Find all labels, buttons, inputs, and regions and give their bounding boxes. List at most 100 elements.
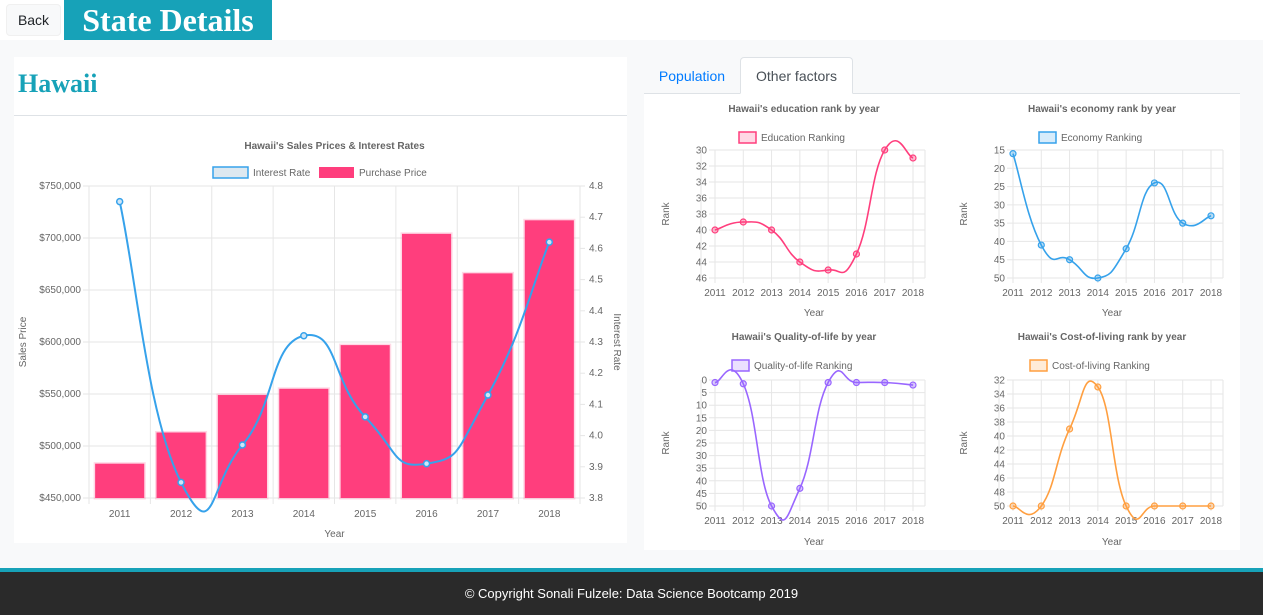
y-axis-label: Rank <box>959 201 970 225</box>
x-tick-label: 2011 <box>1002 288 1024 299</box>
x-axis-label: Year <box>1102 308 1123 319</box>
y-tick-label: $750,000 <box>39 181 81 192</box>
data-point <box>739 218 747 226</box>
legend-label: Education Ranking <box>761 133 845 144</box>
top-bar: Back State Details <box>0 0 1263 40</box>
tab-bar: Population Other factors <box>644 57 1240 94</box>
x-tick-label: 2011 <box>704 288 726 299</box>
y2-tick-label: 3.9 <box>589 462 603 473</box>
bar <box>461 271 514 500</box>
data-point <box>422 459 431 468</box>
y-tick-label: 40 <box>696 226 708 237</box>
y-tick-label: 40 <box>994 432 1006 443</box>
legend-swatch-interest <box>212 166 249 179</box>
y2-tick-label: 4.3 <box>589 337 603 348</box>
data-point <box>881 146 889 154</box>
chart-title: Hawaii's economy rank by year <box>1028 104 1176 115</box>
legend-label: Quality-of-life Ranking <box>754 361 852 372</box>
x-tick-label: 2013 <box>1058 516 1081 527</box>
bar <box>339 343 392 500</box>
data-point <box>1179 219 1187 227</box>
data-point <box>1150 502 1159 510</box>
data-point <box>545 238 554 246</box>
y-tick-label: $650,000 <box>39 285 81 296</box>
x-axis-label: Year <box>1102 537 1123 548</box>
x-tick-label: 2018 <box>538 509 561 520</box>
y-tick-label: 42 <box>994 446 1006 457</box>
data-point <box>909 154 917 162</box>
data-point <box>1122 502 1130 510</box>
x-axis-label: Year <box>324 529 345 540</box>
y-tick-label: 46 <box>696 274 708 285</box>
x-tick-label: 2014 <box>789 516 812 527</box>
data-point <box>1094 274 1102 282</box>
y-tick-label: $550,000 <box>39 389 81 400</box>
x-tick-label: 2013 <box>1058 288 1081 299</box>
y-tick-label: 32 <box>994 376 1006 387</box>
bar <box>523 218 576 500</box>
x-axis-label: Year <box>804 308 825 319</box>
y-tick-label: 48 <box>994 488 1006 499</box>
y-tick-label: 38 <box>994 418 1006 429</box>
y-tick-label: 15 <box>696 413 708 424</box>
x-tick-label: 2018 <box>1200 516 1223 527</box>
y-axis-label: Rank <box>661 430 672 454</box>
y2-tick-label: 4.8 <box>589 181 603 192</box>
x-tick-label: 2018 <box>902 516 925 527</box>
data-point <box>1179 502 1187 510</box>
data-point <box>300 332 308 340</box>
data-point <box>484 391 492 399</box>
bar <box>93 462 146 500</box>
data-point <box>796 484 804 492</box>
y-tick-label: 15 <box>994 146 1006 157</box>
y-tick-label: 30 <box>696 451 708 462</box>
data-point <box>1037 241 1045 249</box>
data-point <box>1207 212 1215 220</box>
y2-tick-label: 4.0 <box>589 431 603 442</box>
y-tick-label: $450,000 <box>39 493 81 504</box>
factors-panel: Population Other factors <box>644 57 1240 550</box>
data-point <box>1009 150 1017 158</box>
data-point <box>238 441 247 449</box>
y-tick-label: 50 <box>696 502 708 513</box>
legend-swatch <box>731 359 750 372</box>
data-point <box>1065 256 1074 264</box>
y2-tick-label: 4.5 <box>589 275 603 286</box>
x-tick-label: 2012 <box>732 516 755 527</box>
y-axis-label: Sales Price <box>18 316 29 367</box>
data-point <box>767 226 776 234</box>
y-tick-label: 38 <box>696 210 708 221</box>
back-button[interactable]: Back <box>6 4 61 36</box>
x-tick-label: 2012 <box>1030 516 1053 527</box>
chart-title: Hawaii's Quality-of-life by year <box>732 332 877 343</box>
bar <box>155 430 208 500</box>
y-tick-label: 50 <box>994 274 1006 285</box>
legend-label-interest: Interest Rate <box>253 168 311 179</box>
x-tick-label: 2015 <box>817 288 840 299</box>
data-point <box>824 266 832 274</box>
legend-label: Economy Ranking <box>1061 133 1142 144</box>
y-tick-label: $500,000 <box>39 441 81 452</box>
y-tick-label: 35 <box>696 464 708 475</box>
legend-label: Cost-of-living Ranking <box>1052 361 1150 372</box>
x-tick-label: 2015 <box>1115 288 1138 299</box>
y-tick-label: 40 <box>994 237 1006 248</box>
x-tick-label: 2016 <box>1143 288 1166 299</box>
tab-population[interactable]: Population <box>658 67 726 84</box>
x-tick-label: 2017 <box>1172 288 1195 299</box>
data-point <box>739 380 747 388</box>
x-tick-label: 2012 <box>1030 288 1053 299</box>
y-tick-label: 35 <box>994 219 1006 230</box>
tab-other-factors[interactable]: Other factors <box>740 57 853 94</box>
x-tick-label: 2014 <box>293 509 316 520</box>
x-tick-label: 2012 <box>732 288 755 299</box>
x-tick-label: 2017 <box>477 509 500 520</box>
bar <box>277 387 330 500</box>
footer: © Copyright Sonali Fulzele: Data Science… <box>0 568 1263 615</box>
y2-tick-label: 4.1 <box>589 399 603 410</box>
data-point <box>1122 245 1130 253</box>
y-tick-label: $700,000 <box>39 233 81 244</box>
y-tick-label: 25 <box>696 439 708 450</box>
data-point <box>115 197 124 206</box>
series-line <box>714 140 914 274</box>
